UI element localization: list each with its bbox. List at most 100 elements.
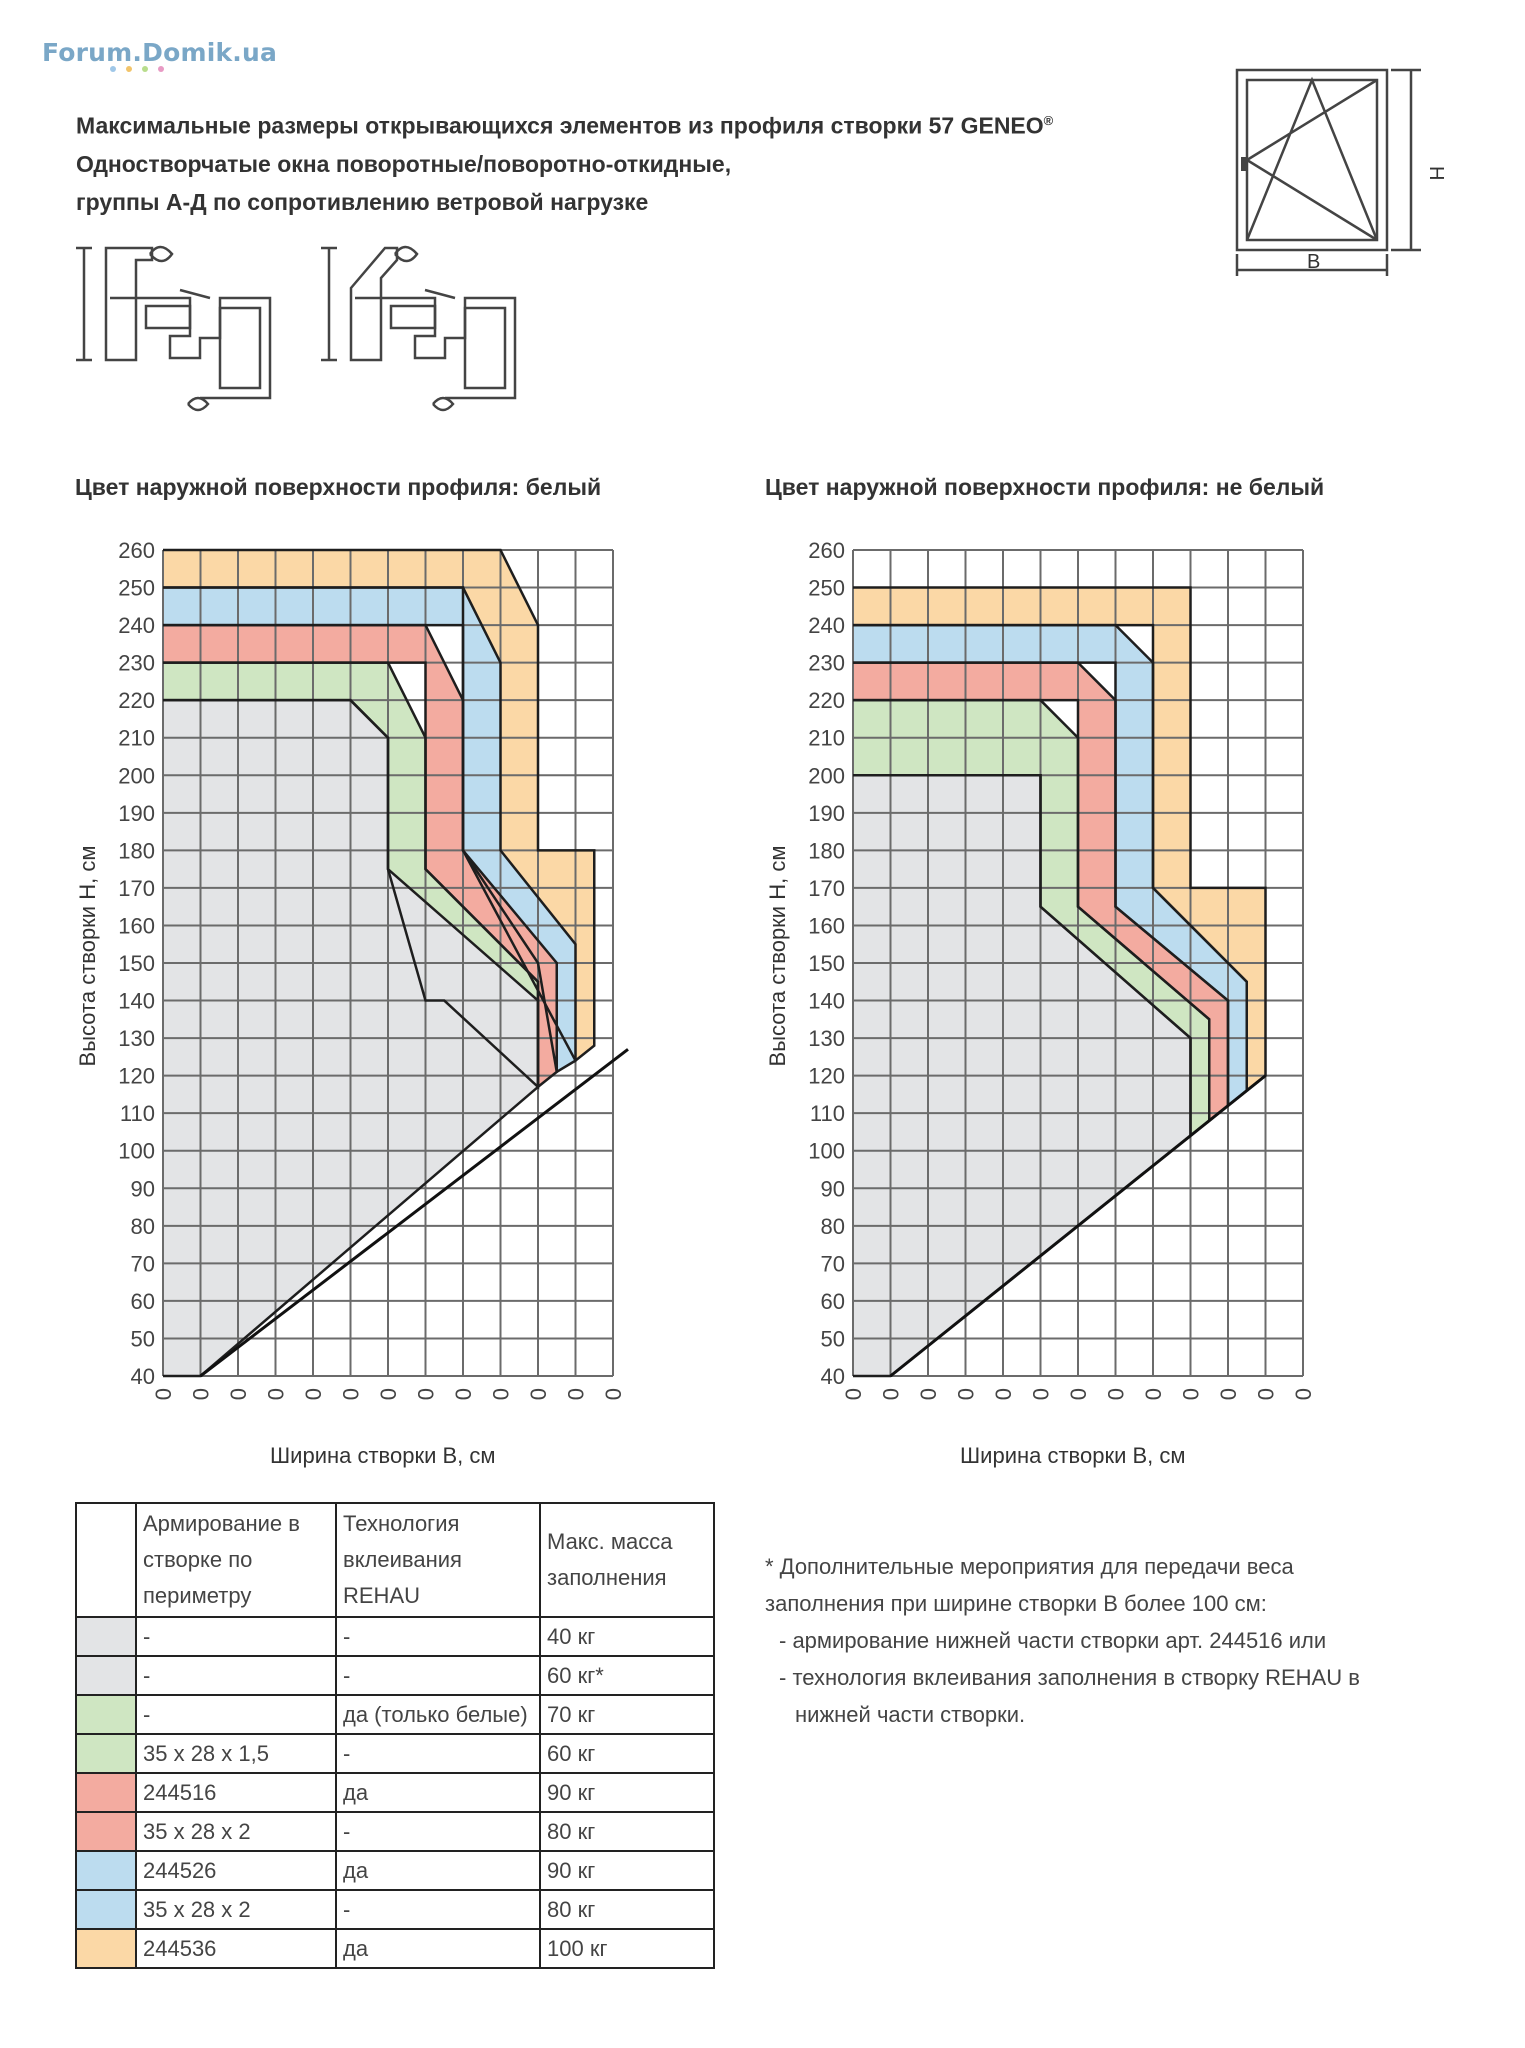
legend-header-blank <box>75 1502 137 1618</box>
window-width-label: B <box>1307 251 1320 273</box>
chart-right-ylabel: Высота створки H, см <box>765 845 790 1067</box>
footnote-line-3: - армирование нижней части створки арт. … <box>779 1628 1327 1653</box>
legend-header-mass: Макс. масса заполнения <box>539 1502 715 1618</box>
y-tick-label: 50 <box>821 1326 845 1351</box>
x-tick-label: 40 <box>151 1388 176 1400</box>
y-tick-label: 130 <box>808 1026 845 1051</box>
legend-swatch-green <box>75 1733 137 1774</box>
footnote-line-1: * Дополнительные мероприятия для передач… <box>765 1554 1294 1579</box>
page-title: Максимальные размеры открывающихся элеме… <box>76 102 1053 221</box>
x-tick-label: 40 <box>841 1388 866 1400</box>
legend-swatch-red <box>75 1811 137 1852</box>
title-line-3: группы А-Д по сопротивлению ветровой наг… <box>76 188 649 215</box>
series-area-red <box>163 625 557 1087</box>
legend-row: 35 x 28 x 1,5-60 кг <box>75 1733 715 1774</box>
diagonal-limit-line <box>199 1048 629 1378</box>
y-tick-label: 50 <box>131 1326 155 1351</box>
x-tick-label: 130 <box>1179 1388 1204 1400</box>
y-tick-label: 80 <box>131 1214 155 1239</box>
y-tick-label: 60 <box>821 1289 845 1314</box>
y-tick-label: 80 <box>821 1214 845 1239</box>
legend-row: 244536 да 100 кг <box>75 1928 715 1969</box>
legend-bonding: - <box>335 1733 541 1774</box>
legend-row: 244516 да 90 кг <box>75 1772 715 1813</box>
x-tick-label: 100 <box>1066 1388 1091 1400</box>
legend-row: 35 x 28 x 2-80 кг <box>75 1889 715 1930</box>
diagonal-limit-line <box>889 1074 1267 1378</box>
legend-bonding: да <box>335 1850 541 1891</box>
y-tick-label: 100 <box>808 1139 845 1164</box>
legend-mass: 70 кг <box>539 1694 715 1735</box>
x-tick-label: 140 <box>526 1388 551 1400</box>
profile-dim-label-2: 57 <box>315 290 318 312</box>
y-tick-label: 160 <box>118 913 155 938</box>
window-height-label: H <box>1425 166 1445 180</box>
y-tick-label: 120 <box>118 1064 155 1089</box>
legend-reinforcement: 35 x 28 x 2 <box>135 1889 337 1930</box>
legend-swatch-green <box>75 1694 137 1735</box>
legend-swatch-grey <box>75 1655 137 1696</box>
legend-reinforcement: 244536 <box>135 1928 337 1969</box>
legend-bonding: - <box>335 1616 541 1657</box>
legend-mass: 90 кг <box>539 1772 715 1813</box>
footnote-line-4: - технология вклеивания заполнения в ств… <box>779 1665 1360 1690</box>
y-tick-label: 120 <box>808 1064 845 1089</box>
legend-mass: 40 кг <box>539 1616 715 1657</box>
x-tick-label: 110 <box>1104 1388 1129 1400</box>
y-tick-label: 160 <box>808 913 845 938</box>
y-tick-label: 200 <box>808 763 845 788</box>
x-tick-label: 60 <box>226 1388 251 1400</box>
x-tick-label: 150 <box>1254 1388 1279 1400</box>
legend-mass: 60 кг <box>539 1733 715 1774</box>
legend-swatch-orange <box>75 1928 137 1969</box>
legend-mass: 100 кг <box>539 1928 715 1969</box>
y-tick-label: 180 <box>808 838 845 863</box>
y-tick-label: 150 <box>808 951 845 976</box>
series-area-green <box>853 700 1210 1136</box>
legend-row: 35 x 28 x 2-80 кг <box>75 1811 715 1852</box>
legend-bonding: да <box>335 1928 541 1969</box>
legend-row: - -60 кг* <box>75 1655 715 1696</box>
y-tick-label: 260 <box>118 540 155 563</box>
y-tick-label: 210 <box>118 726 155 751</box>
y-tick-label: 260 <box>808 540 845 563</box>
legend-mass: 90 кг <box>539 1850 715 1891</box>
x-tick-label: 130 <box>489 1388 514 1400</box>
legend-reinforcement: 244526 <box>135 1850 337 1891</box>
x-tick-label: 70 <box>954 1388 979 1400</box>
profile-section-drawing-1: 57 <box>70 245 272 412</box>
x-tick-label: 70 <box>264 1388 289 1400</box>
legend-reinforcement: 35 x 28 x 2 <box>135 1811 337 1852</box>
y-tick-label: 190 <box>808 801 845 826</box>
watermark-dots <box>110 66 164 72</box>
y-tick-label: 40 <box>821 1364 845 1389</box>
y-tick-label: 110 <box>810 1101 845 1126</box>
chart-left-ylabel: Высота створки H, см <box>75 845 100 1067</box>
y-tick-label: 210 <box>808 726 845 751</box>
legend-header-bonding: Технология вклеивания REHAU <box>335 1502 541 1618</box>
title-line-2: Одностворчатые окна поворотные/поворотно… <box>76 150 732 177</box>
legend-reinforcement: - <box>135 1694 337 1735</box>
chart-white-profile: 40 50 60 70 80 90 100 110 120 130 140 150 160 170 180 1… <box>118 540 629 1400</box>
series-boundary-grey <box>163 698 540 1378</box>
y-tick-label: 60 <box>131 1289 155 1314</box>
y-tick-label: 170 <box>118 876 155 901</box>
y-tick-label: 140 <box>808 989 845 1014</box>
y-tick-label: 190 <box>118 801 155 826</box>
legend-table: Армирование в створке по периметру Техно… <box>75 1502 715 1969</box>
x-tick-label: 100 <box>376 1388 401 1400</box>
registered-mark: ® <box>1043 113 1054 128</box>
y-tick-label: 230 <box>118 651 155 676</box>
legend-reinforcement: 35 x 28 x 1,5 <box>135 1733 337 1774</box>
x-tick-label: 60 <box>916 1388 941 1400</box>
legend-row: - да (только белые) 70 кг <box>75 1694 715 1735</box>
y-tick-label: 40 <box>131 1364 155 1389</box>
x-tick-label: 80 <box>301 1388 326 1400</box>
chart-left-xlabel: Ширина створки B, см <box>270 1443 496 1468</box>
legend-row: - -40 кг <box>75 1616 715 1657</box>
legend-reinforcement: - <box>135 1655 337 1696</box>
title-line-1: Максимальные размеры открывающихся элеме… <box>76 112 1044 139</box>
legend-reinforcement: 244516 <box>135 1772 337 1813</box>
y-tick-label: 240 <box>118 613 155 638</box>
chart-left-title: Цвет наружной поверхности профиля: белый <box>75 474 602 500</box>
